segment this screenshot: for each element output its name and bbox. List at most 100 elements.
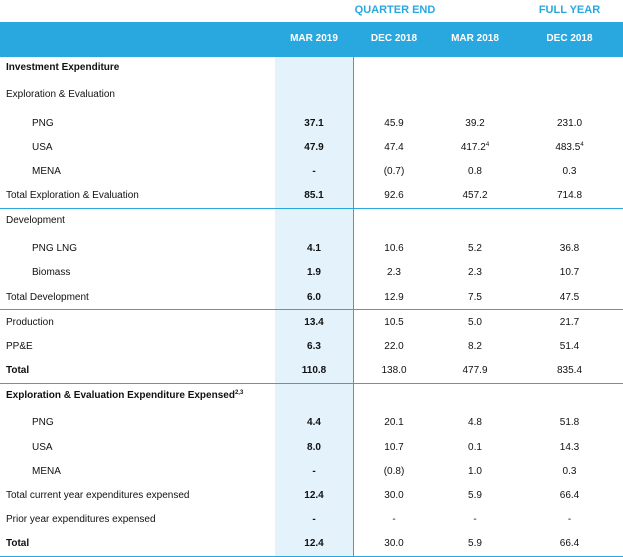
cell-value-text: 457.2 — [462, 190, 488, 201]
cell-value-text: 110.8 — [301, 365, 327, 376]
row-label-text: USA — [32, 142, 53, 153]
cell-value-text: 30.0 — [384, 538, 404, 549]
cell-value: 12.4 — [275, 484, 353, 508]
cell-value-text: - — [567, 514, 572, 525]
section-divider — [0, 383, 623, 384]
cell-value — [354, 83, 434, 107]
cell-value: 85.1 — [275, 184, 353, 208]
cell-value: 483.54 — [516, 136, 623, 160]
cell-value-text: 10.6 — [384, 243, 404, 254]
cell-value — [275, 83, 353, 107]
cell-value-text: 12.4 — [304, 538, 324, 549]
cell-value: - — [275, 508, 353, 532]
cell-value-text: 138.0 — [381, 365, 407, 376]
table-row: Development — [0, 209, 623, 233]
cell-value — [434, 209, 516, 233]
cell-value: 10.6 — [354, 237, 434, 261]
cell-value: 7.5 — [434, 286, 516, 310]
cell-value: 66.4 — [516, 484, 623, 508]
cell-value-text: 45.9 — [384, 118, 404, 129]
cell-value-text: 66.4 — [559, 490, 580, 501]
full-year-heading: FULL YEAR — [538, 4, 601, 16]
row-label-text: Total — [6, 365, 30, 376]
cell-value-text: - — [473, 514, 477, 525]
cell-value — [275, 384, 353, 408]
row-label: MENA — [32, 160, 61, 184]
cell-value: 8.2 — [434, 335, 516, 359]
cell-value-text: 47.9 — [304, 142, 324, 153]
cell-value: 2.3 — [354, 261, 434, 285]
table-row: Total current year expenditures expensed… — [0, 484, 623, 508]
cell-value-text: 12.9 — [384, 292, 404, 303]
cell-value-text: 835.4 — [556, 365, 583, 376]
cell-value: (0.8) — [354, 460, 434, 484]
cell-value-text: 5.2 — [468, 243, 482, 254]
row-label-text: PP&E — [6, 341, 33, 352]
cell-value-text: 85.1 — [304, 190, 324, 201]
cell-value-text: 22.0 — [384, 341, 404, 352]
cell-value: - — [275, 160, 353, 184]
row-label-text: Biomass — [32, 267, 71, 278]
cell-value-text: 30.0 — [384, 490, 404, 501]
row-label-text: Prior year expenditures expensed — [6, 514, 156, 525]
table-row: PNG LNG 4.1 10.6 5.2 36.8 — [0, 237, 623, 261]
row-label: PNG LNG — [32, 237, 77, 261]
table-row: MENA - (0.7) 0.8 0.3 — [0, 160, 623, 184]
table-row: MENA - (0.8) 1.0 0.3 — [0, 460, 623, 484]
cell-value-text: 10.7 — [384, 442, 404, 453]
cell-value: 39.2 — [434, 112, 516, 136]
row-label-text: PNG — [32, 118, 54, 129]
column-header-bar: MAR 2019 DEC 2018 MAR 2018 DEC 2018 — [0, 22, 623, 56]
cell-value: - — [354, 508, 434, 532]
cell-value-text: - — [392, 514, 396, 525]
cell-value-text: 6.3 — [307, 341, 321, 352]
row-label-text: MENA — [32, 166, 61, 177]
cell-value: 12.9 — [354, 286, 434, 310]
cell-value: 22.0 — [354, 335, 434, 359]
cell-value: 5.0 — [434, 311, 516, 335]
row-label: Total Development — [6, 286, 89, 310]
cell-value-text: 4.8 — [468, 417, 482, 428]
cell-value: 12.4 — [275, 532, 353, 556]
row-label: Total Exploration & Evaluation — [6, 184, 139, 208]
cell-value — [516, 209, 623, 233]
cell-value: 10.5 — [354, 311, 434, 335]
row-label-text: USA — [32, 442, 53, 453]
cell-value-text: 483.5 — [555, 142, 581, 153]
cell-value: 5.9 — [434, 532, 516, 556]
cell-value: 457.2 — [434, 184, 516, 208]
cell-value-text: 47.5 — [559, 292, 580, 303]
cell-value-text: 7.5 — [468, 292, 482, 303]
cell-value-text: 0.1 — [468, 442, 482, 453]
cell-value-text: 66.4 — [559, 538, 580, 549]
cell-value — [516, 56, 623, 80]
cell-value-text: 36.8 — [559, 243, 580, 254]
table-row: Total Development 6.0 12.9 7.5 47.5 — [0, 286, 623, 310]
cell-value: 0.3 — [516, 460, 623, 484]
row-label: Production — [6, 311, 54, 335]
row-label-text: PNG — [32, 417, 54, 428]
row-label: PNG — [32, 411, 54, 435]
cell-value-text: 21.7 — [559, 317, 580, 328]
cell-value-text: 4.4 — [307, 417, 321, 428]
cell-value-text: 14.3 — [559, 442, 580, 453]
row-label-text: Development — [6, 215, 65, 226]
cell-value — [354, 56, 434, 80]
cell-value: 30.0 — [354, 484, 434, 508]
cell-value-text: 1.0 — [468, 466, 482, 477]
cell-value-text: 0.3 — [562, 466, 577, 477]
table-row: Exploration & Evaluation — [0, 83, 623, 107]
cell-value-text: 4.1 — [307, 243, 321, 254]
cell-value: 51.4 — [516, 335, 623, 359]
cell-value: 47.5 — [516, 286, 623, 310]
cell-value: - — [516, 508, 623, 532]
cell-value: (0.7) — [354, 160, 434, 184]
cell-value-text: 417.2 — [460, 142, 486, 153]
cell-value: 4.8 — [434, 411, 516, 435]
cell-value: 13.4 — [275, 311, 353, 335]
cell-value-text: 477.9 — [462, 365, 488, 376]
row-label-text: Total Development — [6, 292, 89, 303]
table-row: Total 110.8 138.0 477.9 835.4 — [0, 359, 623, 383]
cell-value-text: (0.8) — [383, 466, 405, 477]
cell-value-text: 6.0 — [307, 292, 321, 303]
